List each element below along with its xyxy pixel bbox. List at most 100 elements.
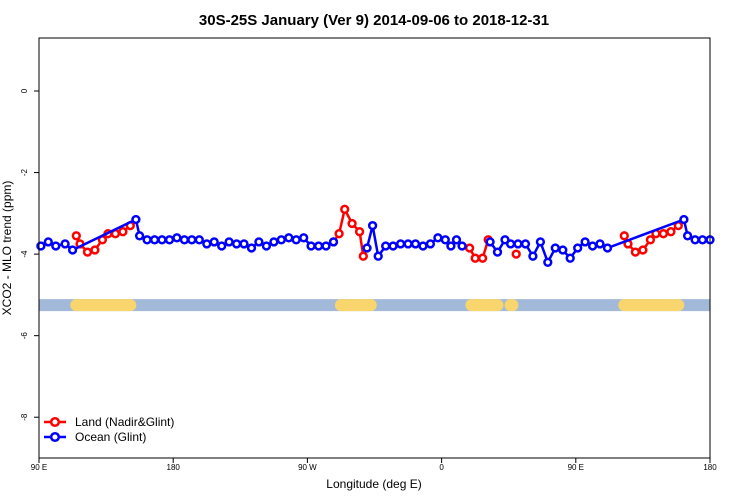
data-point: [43, 237, 53, 247]
x-tick-label: 180: [167, 463, 181, 472]
data-point: [269, 237, 279, 247]
legend-label: Ocean (Glint): [75, 430, 146, 444]
data-point: [485, 237, 495, 247]
data-point: [134, 231, 145, 241]
series-ocean: [36, 214, 715, 267]
y-axis-label: XCO2 - MLO trend (ppm): [0, 181, 14, 316]
data-point: [179, 235, 190, 245]
x-tick-label: 180: [703, 463, 717, 472]
data-point: [321, 241, 331, 251]
data-point: [118, 227, 128, 237]
data-point: [573, 243, 583, 253]
data-point: [131, 214, 141, 225]
data-point: [528, 251, 538, 261]
chart-title: 30S-25S January (Ver 9) 2014-09-06 to 20…: [199, 12, 549, 29]
data-point: [299, 233, 309, 243]
data-point: [535, 237, 546, 247]
data-point: [550, 243, 560, 253]
data-point: [284, 233, 294, 243]
data-point: [82, 247, 93, 257]
data-point: [149, 235, 160, 245]
data-point: [142, 235, 152, 245]
data-point: [187, 235, 197, 245]
x-tick-label: 90 W: [298, 463, 317, 472]
series-layer: [36, 204, 715, 267]
data-point: [334, 229, 344, 239]
data-point: [67, 245, 78, 255]
data-point: [347, 218, 357, 229]
data-point: [470, 253, 480, 263]
data-point: [619, 231, 629, 241]
data-point: [690, 235, 700, 245]
data-point: [172, 233, 182, 243]
data-point: [410, 239, 421, 249]
data-point: [328, 237, 339, 247]
data-point: [362, 243, 372, 253]
data-point: [71, 231, 81, 241]
data-point: [354, 227, 365, 237]
data-point: [395, 239, 406, 249]
data-point: [425, 239, 436, 249]
data-point: [358, 251, 368, 261]
y-tick-label: -2: [20, 168, 29, 176]
data-point: [291, 235, 301, 245]
plot-frame: [38, 37, 711, 459]
y-tick-label: -8: [20, 413, 29, 421]
data-point: [638, 245, 648, 255]
data-point: [194, 235, 204, 245]
y-tick-label: -6: [20, 332, 29, 340]
data-point: [261, 241, 272, 251]
data-point: [630, 247, 641, 257]
data-point: [90, 245, 100, 255]
data-point: [451, 235, 462, 245]
data-point: [602, 243, 613, 253]
data-point: [373, 251, 383, 261]
data-point: [511, 249, 521, 259]
data-point: [433, 233, 443, 243]
data-point: [565, 253, 575, 263]
y-tick-label: -4: [20, 250, 29, 258]
x-tick-label: 0: [439, 463, 444, 472]
legend-label: Land (Nadir&Glint): [75, 415, 174, 429]
data-point: [697, 235, 708, 245]
data-point: [60, 239, 70, 249]
legend-marker: [49, 416, 61, 428]
data-point: [505, 239, 516, 249]
data-point: [340, 204, 350, 214]
data-point: [157, 235, 167, 245]
data-point: [513, 239, 523, 249]
data-point: [209, 237, 219, 247]
data-point: [645, 235, 656, 245]
data-point: [246, 243, 257, 253]
data-point: [388, 241, 398, 251]
data-point: [492, 247, 503, 257]
data-point: [580, 237, 590, 247]
x-axis-label: Longitude (deg E): [326, 477, 421, 491]
data-point: [381, 241, 391, 251]
data-point: [440, 235, 450, 245]
data-point: [224, 237, 234, 247]
data-point: [457, 241, 467, 251]
data-point: [276, 235, 286, 245]
data-point: [313, 241, 324, 251]
data-point: [477, 253, 488, 263]
data-point: [587, 241, 598, 251]
data-point: [254, 237, 264, 247]
data-point: [658, 229, 669, 239]
data-point: [682, 231, 693, 241]
data-point: [202, 239, 212, 249]
data-point: [239, 239, 249, 249]
data-point: [51, 241, 61, 251]
y-tick-label: 0: [20, 88, 29, 93]
data-point: [231, 239, 242, 249]
x-tick-label: 90 E: [568, 463, 584, 472]
data-point: [543, 257, 553, 267]
x-tick-label: 90 E: [31, 463, 47, 472]
data-point: [367, 220, 378, 231]
data-point: [418, 241, 428, 251]
x-axis: 90 E 180 90 W 0 90 E 180: [31, 458, 717, 472]
data-point: [446, 241, 456, 251]
data-point: [403, 239, 413, 249]
data-point: [666, 227, 676, 237]
